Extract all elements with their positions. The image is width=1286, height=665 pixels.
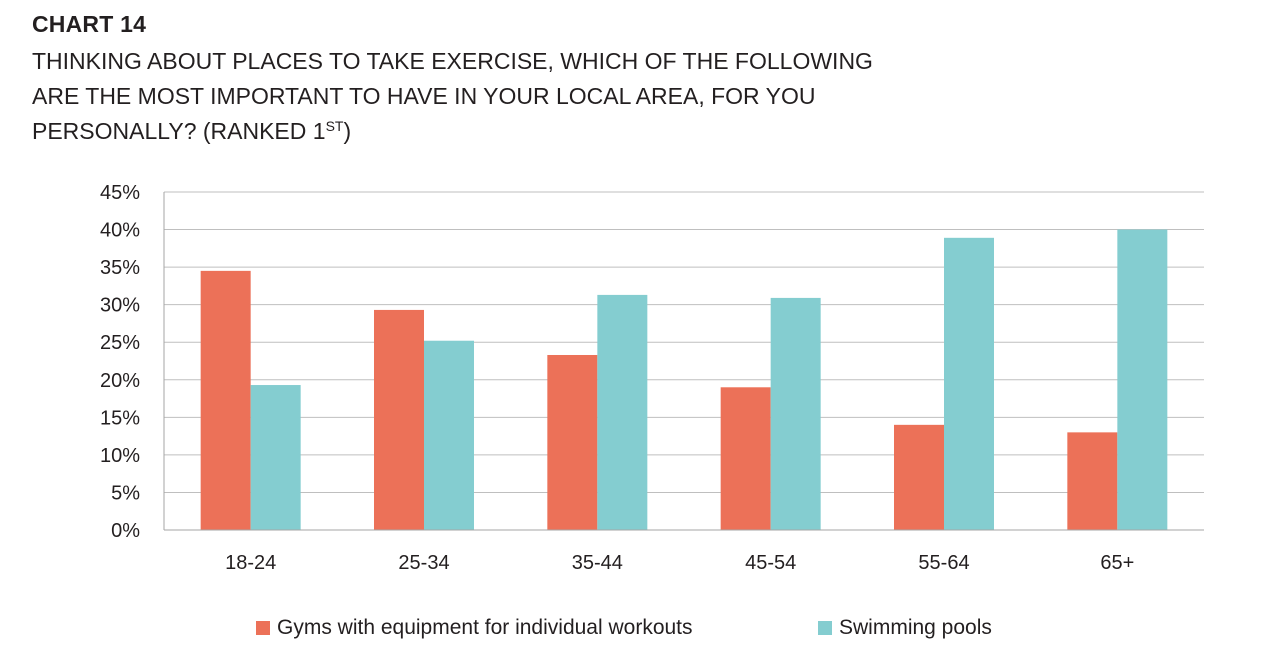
legend-swatch-gyms — [256, 621, 270, 635]
y-tick-label-0: 0% — [111, 520, 140, 542]
x-category-label-45-54: 45-54 — [745, 552, 796, 574]
x-category-label-25-34: 25-34 — [398, 552, 449, 574]
legend-item-gyms: Gyms with equipment for individual worko… — [256, 614, 693, 642]
bar-gyms-65+ — [1067, 432, 1118, 530]
legend-label-gyms: Gyms with equipment for individual worko… — [277, 616, 693, 639]
y-tick-label-45: 45% — [100, 182, 140, 204]
legend-swatch-swimming-pools — [818, 621, 832, 635]
bar-chart: 0% 5% 10% 15% 20% 25% 30% 35% 40% 45% 18-24 25-34 3… — [100, 182, 1204, 574]
bars — [200, 229, 1168, 531]
chart-number-label: CHART 14 — [32, 11, 147, 37]
y-tick-label-40: 40% — [100, 220, 140, 242]
x-axis-category-labels: 18-24 25-34 35-44 45-54 55-64 65+ — [225, 552, 1134, 574]
title-line-1: THINKING ABOUT PLACES TO TAKE EXERCISE, … — [32, 48, 873, 74]
legend-label-swimming-pools: Swimming pools — [839, 616, 992, 639]
x-category-label-35-44: 35-44 — [572, 552, 623, 574]
y-tick-label-5: 5% — [111, 482, 140, 504]
bar-gyms-18-24 — [200, 270, 251, 530]
axes — [163, 192, 1204, 531]
y-tick-label-15: 15% — [100, 407, 140, 429]
title-superscript: ST — [325, 118, 344, 134]
bar-gyms-25-34 — [374, 309, 424, 530]
y-tick-label-35: 35% — [100, 257, 140, 279]
bar-swimming-pools-35-44 — [597, 294, 648, 530]
bar-swimming-pools-18-24 — [250, 385, 301, 530]
bar-swimming-pools-25-34 — [424, 340, 474, 530]
title-line-3-text: PERSONALLY? (RANKED 1 — [32, 118, 326, 144]
y-tick-label-10: 10% — [100, 445, 140, 467]
title-line-3-end: ) — [343, 118, 352, 144]
chart-title: THINKING ABOUT PLACES TO TAKE EXERCISE, … — [32, 44, 952, 149]
y-tick-label-30: 30% — [100, 295, 140, 317]
bar-gyms-35-44 — [547, 354, 598, 530]
x-category-label-18-24: 18-24 — [225, 552, 276, 574]
bar-swimming-pools-45-54 — [770, 297, 821, 530]
bar-swimming-pools-55-64 — [944, 237, 994, 530]
bar-gyms-55-64 — [894, 424, 944, 530]
bar-gyms-45-54 — [720, 387, 771, 530]
bar-swimming-pools-65+ — [1117, 229, 1168, 531]
title-line-3: PERSONALLY? (RANKED 1ST) — [32, 114, 952, 149]
legend-item-swimming-pools: Swimming pools — [818, 614, 992, 642]
legend: Gyms with equipment for individual worko… — [0, 614, 1286, 642]
y-tick-label-25: 25% — [100, 332, 140, 354]
y-axis-tick-labels: 0% 5% 10% 15% 20% 25% 30% 35% 40% 45% — [100, 182, 140, 542]
x-category-label-55-64: 55-64 — [918, 552, 969, 574]
x-category-label-65+: 65+ — [1100, 552, 1134, 574]
gridlines — [164, 191, 1204, 493]
title-line-2: ARE THE MOST IMPORTANT TO HAVE IN YOUR L… — [32, 83, 816, 109]
y-tick-label-20: 20% — [100, 370, 140, 392]
